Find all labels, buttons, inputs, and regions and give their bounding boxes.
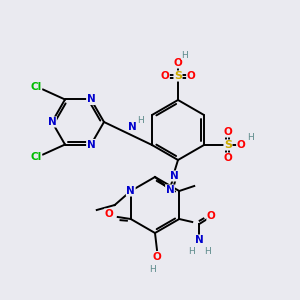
Text: O: O	[224, 127, 232, 137]
Text: H: H	[182, 50, 188, 59]
Text: O: O	[187, 71, 195, 81]
Text: Cl: Cl	[30, 82, 42, 92]
Text: S: S	[174, 71, 182, 81]
Text: H: H	[204, 248, 211, 256]
Text: N: N	[87, 140, 95, 149]
Text: N: N	[48, 117, 56, 127]
Text: O: O	[153, 252, 161, 262]
Text: S: S	[224, 140, 232, 150]
Text: N: N	[128, 122, 136, 131]
Text: O: O	[104, 209, 113, 219]
Text: N: N	[166, 185, 174, 195]
Text: O: O	[174, 58, 182, 68]
Text: N: N	[87, 94, 95, 104]
Text: Cl: Cl	[30, 152, 42, 161]
Text: H: H	[136, 116, 143, 125]
Text: O: O	[207, 211, 216, 221]
Text: H: H	[248, 133, 254, 142]
Text: O: O	[237, 140, 245, 150]
Text: N: N	[126, 186, 135, 196]
Text: N: N	[195, 235, 204, 245]
Text: O: O	[160, 71, 169, 81]
Text: N: N	[169, 171, 178, 181]
Text: H: H	[188, 248, 195, 256]
Text: O: O	[224, 153, 232, 163]
Text: H: H	[148, 265, 155, 274]
